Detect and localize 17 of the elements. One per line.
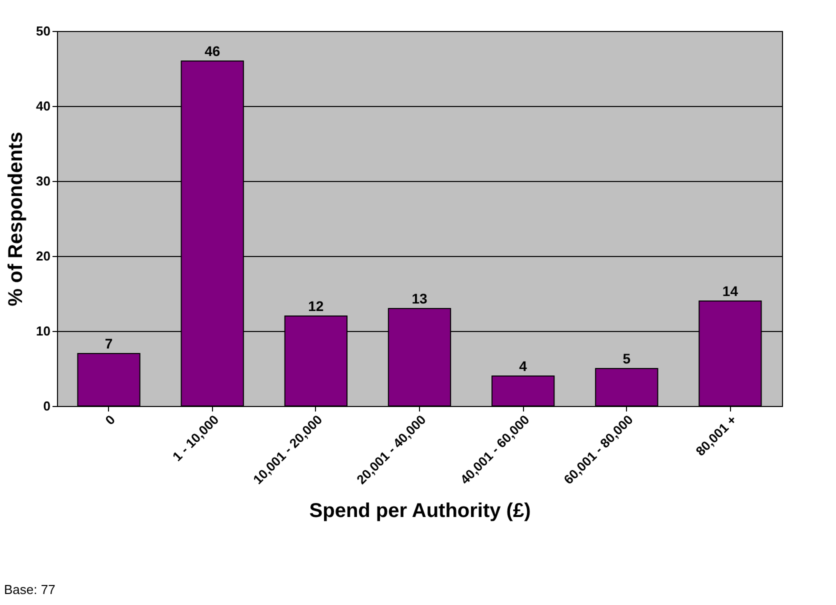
x-tick-label: 0 — [102, 412, 118, 428]
y-axis-title: % of Respondents — [5, 132, 28, 306]
y-tick-label: 40 — [36, 98, 50, 114]
data-label: 12 — [308, 298, 324, 314]
data-label: 7 — [104, 336, 113, 352]
text: Base: 77 — [4, 582, 56, 597]
data-label: 13 — [412, 290, 428, 306]
y-tick-label: 10 — [36, 324, 50, 338]
data-label: 4 — [519, 358, 528, 374]
y-tick-label: 50 — [36, 24, 50, 38]
data-label: 5 — [622, 350, 631, 366]
x-axis-title: Spend per Authority (£) — [309, 500, 531, 522]
y-tick-label: 30 — [36, 174, 50, 188]
data-label: 14 — [722, 283, 738, 299]
data-label: 46 — [204, 43, 220, 59]
y-tick-label: 20 — [36, 248, 50, 264]
y-tick-label: 0 — [43, 398, 50, 414]
